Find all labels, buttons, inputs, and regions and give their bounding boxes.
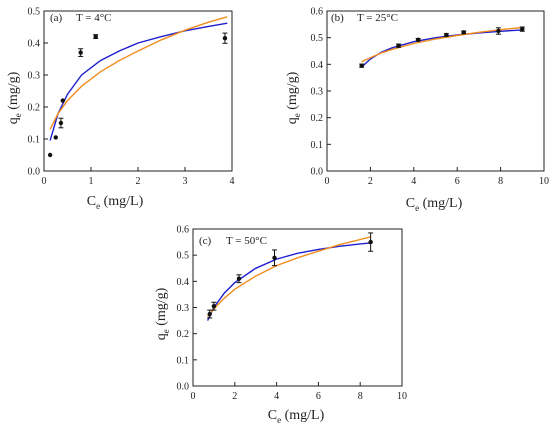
panel-a-label: (a) — [50, 12, 63, 24]
panel-a-y-tick-label: 0.3 — [28, 71, 41, 82]
panel-b-y-tick-label: 0.0 — [311, 167, 324, 178]
panel-a-y-label-sub: e — [13, 113, 23, 117]
panel-b-y-label-main: q — [285, 117, 300, 124]
panel-a-data-point — [60, 98, 65, 103]
panel-b-data-point — [461, 30, 466, 35]
panel-a-data-point — [47, 152, 53, 158]
panel-a-x-tick-label: 3 — [183, 176, 188, 187]
panel-c-y-label-sub: e — [161, 329, 171, 333]
panel-c-data-point — [211, 303, 217, 309]
panel-c-data-point — [368, 239, 373, 245]
panel-c-y-tick-label: 0.3 — [177, 303, 190, 314]
panel-c-x-tick-label: 10 — [397, 391, 407, 402]
panel-c-orange-fit-curve — [207, 236, 371, 318]
panel-b-y-tick-label: 0.5 — [311, 33, 324, 44]
panel-a-y-tick-label: 0.5 — [28, 7, 41, 18]
panel-b-blue-fit-curve — [361, 29, 523, 68]
panel-c-blue-fit-curve — [206, 242, 371, 321]
panel-a-temperature: T = 4°C — [76, 12, 111, 24]
panel-a-y-axis-label: qe (mg/g) — [6, 71, 23, 124]
panel-a-y-tick-label: 0.2 — [28, 103, 41, 114]
panel-c-temperature: T = 50°C — [226, 235, 267, 247]
panel-c-label: (c) — [199, 235, 212, 247]
panel-b-label: (b) — [331, 12, 344, 24]
panel-c-x-tick-label: 4 — [274, 391, 279, 402]
panel-c-x-tick-label: 8 — [358, 391, 363, 402]
panel-a-x-tick-label: 2 — [136, 176, 141, 187]
panel-b-data-point — [415, 37, 421, 42]
panel-c-y-label-unit: (mg/g) — [154, 287, 169, 329]
panel-a-x-label-sub: e — [96, 201, 100, 211]
panel-b-x-tick-label: 6 — [455, 176, 460, 187]
panel-b-y-tick-label: 0.3 — [311, 87, 324, 98]
panel-a-y-tick-label: 0.1 — [28, 135, 41, 146]
panel-a: (a) T = 4°C Ce (mg/L) qe (mg/g) 0 1 2 3 40.0… — [6, 7, 235, 212]
panel-c-data-point — [272, 255, 277, 260]
panel-c-y-tick-label: 0.5 — [177, 251, 190, 262]
panel-a-y-label-main: q — [6, 117, 21, 124]
panel-c: (c) T = 50°C Ce (mg/L) qe (mg/g) 0 2 4 6 8 10… — [154, 225, 407, 426]
panel-b-x-tick-label: 0 — [325, 176, 330, 187]
panel-c-x-tick-label: 2 — [232, 391, 237, 402]
panel-b-y-label-sub: e — [292, 113, 302, 117]
panel-a-x-tick-label: 1 — [89, 176, 94, 187]
panel-a-blue-fit-curve — [49, 22, 228, 141]
panel-c-x-tick-label: 6 — [316, 391, 321, 402]
panel-a-data-point — [78, 50, 83, 55]
panel-c-y-label-main: q — [154, 333, 169, 340]
panel-a-y-tick-label: 0.0 — [28, 167, 41, 178]
panel-c-x-label-sub: e — [277, 415, 281, 425]
panel-c-y-axis-label: qe (mg/g) — [154, 287, 171, 340]
panel-c-x-label-unit: (mg/L) — [281, 408, 324, 423]
panel-b-data-point — [496, 28, 501, 34]
panel-c-y-tick-label: 0.6 — [177, 225, 190, 236]
panel-a-orange-fit-curve — [49, 16, 228, 130]
panel-b-y-tick-label: 0.1 — [311, 140, 324, 151]
panel-b-y-axis-label: qe (mg/g) — [285, 71, 302, 124]
panel-a-data-point — [58, 120, 64, 126]
panel-b-y-label-unit: (mg/g) — [285, 71, 300, 113]
panel-a-x-axis-label: Ce (mg/L) — [87, 194, 144, 211]
panel-a-x-label-main: C — [87, 194, 96, 209]
panel-c-y-tick-label: 0.2 — [177, 329, 190, 340]
panel-b: (b) T = 25°C Ce (mg/L) qe (mg/g) 0 2 4 6 8 10… — [285, 7, 549, 214]
panel-a-data-point — [222, 36, 228, 41]
panel-a-data-point — [53, 135, 58, 140]
panel-b-x-tick-label: 4 — [411, 176, 416, 187]
panel-b-orange-fit-curve — [361, 26, 523, 63]
panel-b-y-tick-label: 0.6 — [311, 7, 324, 18]
panel-b-temperature: T = 25°C — [357, 12, 398, 24]
panel-b-data-point — [359, 63, 364, 68]
panel-b-data-point — [520, 26, 525, 32]
panel-c-y-tick-label: 0.1 — [177, 355, 190, 366]
panel-b-x-tick-label: 10 — [539, 176, 549, 187]
panel-b-y-tick-label: 0.2 — [311, 113, 324, 124]
panel-c-data-point — [236, 276, 242, 281]
panel-c-x-label-main: C — [268, 408, 277, 423]
panel-b-x-label-main: C — [406, 196, 415, 211]
panel-b-x-tick-label: 2 — [368, 176, 373, 187]
panel-c-x-axis-label: Ce (mg/L) — [268, 408, 325, 425]
panel-a-data-point — [93, 34, 98, 39]
panel-a-x-label-unit: (mg/L) — [100, 194, 143, 209]
panel-b-plot-frame — [326, 10, 545, 172]
panel-a-plot-frame — [43, 10, 233, 172]
panel-b-data-point — [444, 32, 449, 38]
panel-b-data-point — [396, 43, 401, 48]
panel-a-x-tick-label: 0 — [42, 176, 47, 187]
panel-c-data-point — [207, 311, 212, 317]
panel-c-y-tick-label: 0.4 — [177, 277, 190, 288]
panel-a-y-tick-label: 0.4 — [28, 39, 41, 50]
panel-c-plot-frame — [192, 228, 403, 387]
panel-b-y-tick-label: 0.4 — [311, 60, 324, 71]
panel-a-y-label-unit: (mg/g) — [6, 71, 21, 113]
panel-b-x-axis-label: Ce (mg/L) — [406, 196, 463, 213]
panel-b-x-label-unit: (mg/L) — [419, 196, 462, 211]
panel-a-x-tick-label: 4 — [230, 176, 235, 187]
panel-c-y-tick-label: 0.0 — [177, 382, 190, 393]
panel-b-x-label-sub: e — [415, 203, 419, 213]
panel-b-x-tick-label: 8 — [498, 176, 503, 187]
panel-c-x-tick-label: 0 — [191, 391, 196, 402]
